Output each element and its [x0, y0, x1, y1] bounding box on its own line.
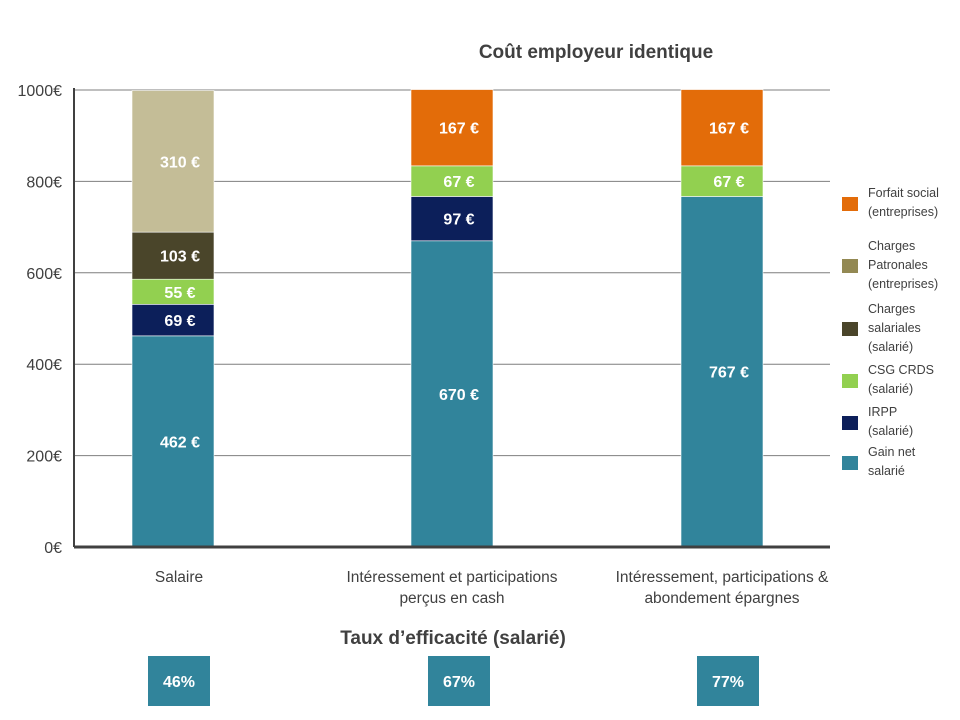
category-label: Salaire [155, 569, 203, 586]
data-label: 462 € [160, 434, 200, 451]
bar-segment [680, 165, 764, 197]
efficiency-title: Taux d’efficacité (salarié) [340, 628, 566, 649]
legend-swatch [842, 259, 858, 273]
data-label: 310 € [160, 154, 200, 171]
efficiency-value: 67% [443, 674, 475, 691]
bar-segment [680, 196, 764, 548]
bar-segment [410, 165, 494, 197]
category-label: Intéressement et participations perçus en… [346, 569, 557, 607]
y-tick-label: 200€ [26, 449, 62, 466]
legend-swatch [842, 197, 858, 211]
legend-entry: IRPP (salarié) [868, 405, 913, 438]
bar-segment [131, 335, 215, 548]
legend-entry: Gain net salarié [868, 445, 916, 478]
legend-entry: Charges Patronales (entreprises) [868, 239, 938, 291]
data-label: 55 € [164, 285, 195, 302]
data-label: 670 € [439, 387, 479, 404]
legend-swatch [842, 322, 858, 336]
efficiency-box [697, 656, 759, 706]
bar-segment [131, 90, 215, 233]
y-tick-label: 1000€ [18, 83, 63, 100]
efficiency-value: 77% [712, 674, 744, 691]
legend-entry: Charges salariales (salarié) [868, 302, 921, 354]
data-label: 97 € [443, 212, 474, 229]
bar-segment [410, 196, 494, 242]
chart-title: Coût employeur identique [479, 42, 713, 63]
data-label: 103 € [160, 249, 200, 266]
legend-swatch [842, 456, 858, 470]
y-tick-label: 400€ [26, 357, 62, 374]
bars: 462 € 69 € 55 € 103 € 310 € 670 € 97 € 67 € 167 … [131, 89, 764, 548]
legend-entry: Forfait social (entreprises) [868, 186, 939, 219]
legend: Forfait social (entreprises) Charges Patron… [842, 186, 939, 478]
data-label: 767 € [709, 365, 749, 382]
legend-entry: CSG CRDS (salarié) [868, 363, 934, 396]
data-label: 67 € [713, 174, 744, 191]
y-tick-label: 0€ [44, 540, 62, 557]
data-label: 69 € [164, 313, 195, 330]
data-label: 167 € [439, 121, 479, 138]
data-label: 167 € [709, 121, 749, 138]
y-tick-label: 600€ [26, 266, 62, 283]
category-label: Intéressement, participations & abondemen… [616, 569, 829, 607]
efficiency-boxes: 46% 67% 77% [148, 656, 759, 706]
bar-segment [680, 89, 764, 167]
axes: 0€ 200€ 400€ 600€ 800€ 1000€ Salaire Intéressem… [18, 83, 830, 607]
efficiency-value: 46% [163, 674, 195, 691]
bar-segment [410, 89, 494, 167]
legend-swatch [842, 374, 858, 388]
bar-segment [131, 304, 215, 337]
efficiency-box [148, 656, 210, 706]
legend-swatch [842, 416, 858, 430]
data-label: 67 € [443, 174, 474, 191]
y-tick-label: 800€ [26, 174, 62, 191]
efficiency-box [428, 656, 490, 706]
